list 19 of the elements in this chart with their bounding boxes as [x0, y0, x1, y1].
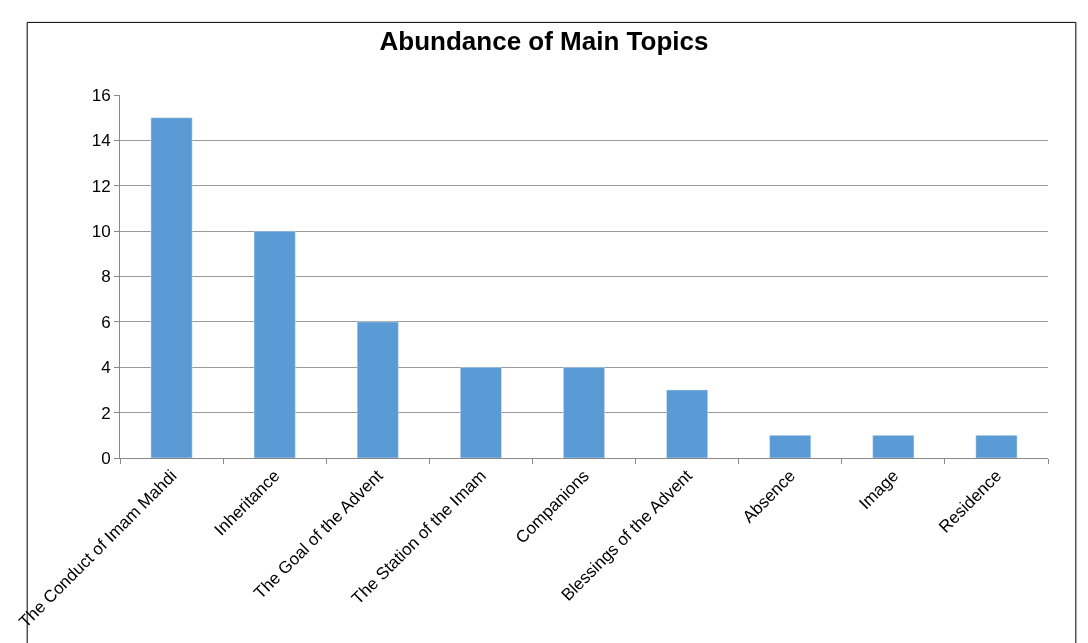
y-tick-label: 10	[91, 222, 111, 242]
bar	[356, 321, 399, 458]
bar	[872, 435, 915, 458]
bar	[460, 367, 502, 458]
bar	[975, 435, 1018, 458]
y-tick-label: 12	[91, 176, 111, 196]
bar	[769, 435, 812, 458]
y-tick-label: 16	[91, 85, 111, 105]
y-tick-label: 8	[101, 267, 111, 287]
y-tick-label: 0	[101, 448, 111, 468]
y-tick-label: 4	[101, 358, 111, 378]
y-tick-label: 14	[91, 131, 111, 151]
bar	[150, 117, 193, 458]
chart-title: Abundance of Main Topics	[379, 26, 709, 57]
bar	[563, 367, 605, 458]
y-tick-label: 6	[101, 312, 111, 332]
bar	[253, 230, 296, 458]
y-tick-label: 2	[101, 403, 111, 423]
bar	[666, 389, 708, 458]
